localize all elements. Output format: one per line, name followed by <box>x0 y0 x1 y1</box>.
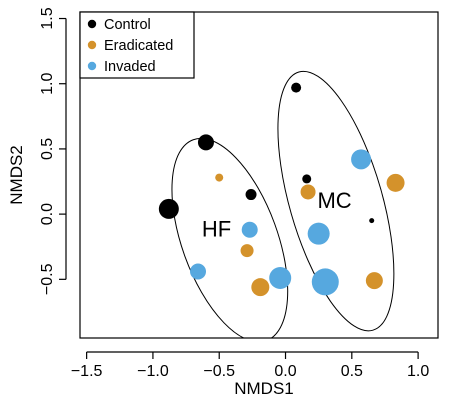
y-tick-label: 1.5 <box>39 7 56 29</box>
y-tick-label: 1.0 <box>39 73 56 95</box>
x-tick-label: −1.5 <box>71 363 103 380</box>
y-tick-label: 0.0 <box>39 203 56 225</box>
point-control <box>291 82 302 93</box>
point-eradicated <box>365 272 383 290</box>
point-invaded <box>351 149 372 170</box>
y-tick-label: −0.5 <box>39 263 56 295</box>
legend-label-control: Control <box>104 17 151 33</box>
legend-box <box>79 11 195 79</box>
group-label-mc: MC <box>317 188 351 213</box>
legend-label-eradicated: Eradicated <box>104 38 173 54</box>
point-invaded <box>311 268 339 296</box>
point-invaded <box>269 267 292 290</box>
ellipse-layer <box>171 70 395 338</box>
x-tick-label: 1.0 <box>407 363 429 380</box>
legend: Control Eradicated Invaded <box>79 11 195 79</box>
legend-marker-control <box>87 19 97 29</box>
point-eradicated <box>386 173 405 192</box>
y-axis-title: NMDS2 <box>7 145 26 205</box>
group-label-hf: HF <box>202 216 231 241</box>
point-eradicated <box>215 173 224 182</box>
y-tick-label: 0.5 <box>39 138 56 160</box>
point-control <box>158 198 179 219</box>
x-tick-label: −0.5 <box>203 363 235 380</box>
legend-marker-invaded <box>87 61 97 71</box>
point-control <box>197 134 214 151</box>
x-tick-label: 0.0 <box>274 363 296 380</box>
point-control <box>245 189 257 201</box>
point-layer <box>158 82 405 297</box>
point-control <box>369 218 375 224</box>
point-control <box>302 174 312 184</box>
x-axis: −1.5 −1.0 −0.5 0.0 0.5 1.0 <box>71 351 429 380</box>
plot-frame <box>79 11 439 339</box>
x-axis-title: NMDS1 <box>234 379 294 398</box>
legend-label-invaded: Invaded <box>104 59 156 75</box>
point-invaded <box>307 222 330 245</box>
group-label-layer: HF MC <box>202 188 352 242</box>
point-invaded <box>241 221 258 238</box>
point-eradicated <box>240 244 254 258</box>
point-eradicated <box>251 278 270 297</box>
legend-marker-eradicated <box>87 40 97 50</box>
y-axis: −0.5 0.0 0.5 1.0 1.5 <box>39 7 67 295</box>
ellipse-mc <box>277 70 395 332</box>
point-eradicated <box>300 184 316 200</box>
point-invaded <box>190 263 207 280</box>
ellipse-hf <box>171 137 289 338</box>
x-tick-label: 0.5 <box>341 363 363 380</box>
x-tick-label: −1.0 <box>137 363 169 380</box>
